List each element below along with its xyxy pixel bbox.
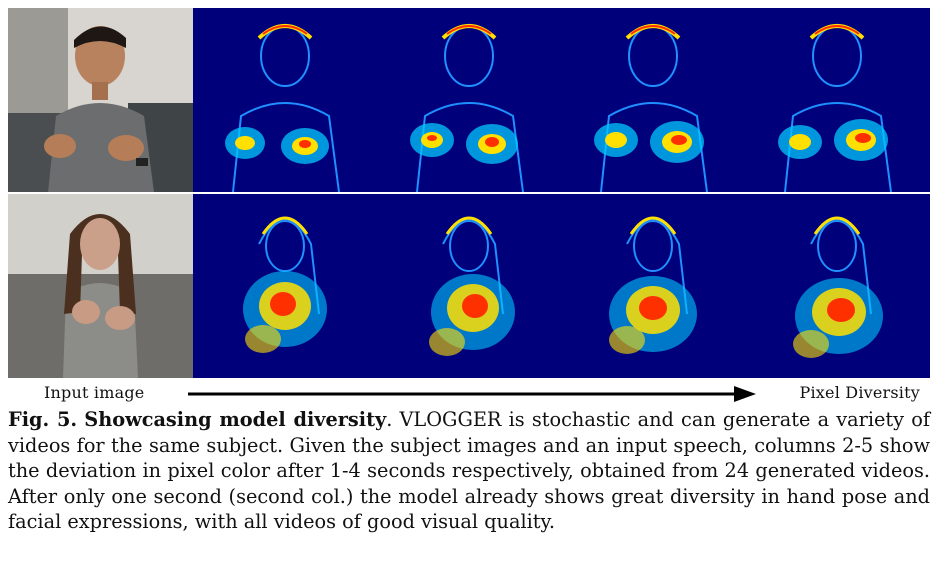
heatmap-man-3s bbox=[561, 8, 745, 192]
input-image-label: Input image bbox=[44, 383, 145, 402]
caption-body: . VLOGGER is stochastic and can generate… bbox=[8, 408, 930, 534]
pixel-diversity-label: Pixel Diversity bbox=[799, 383, 920, 402]
arrow-right-icon bbox=[188, 386, 756, 402]
figure-title: Showcasing model diversity bbox=[84, 408, 387, 431]
heatmap-man-2s bbox=[377, 8, 561, 192]
heatmap-man-4s bbox=[745, 8, 930, 192]
input-photo-woman bbox=[8, 194, 193, 378]
axis-row: Input image Pixel Diversity bbox=[8, 380, 930, 408]
heatmap-woman-3s bbox=[561, 194, 745, 378]
figure-caption: Fig. 5. Showcasing model diversity. VLOG… bbox=[8, 407, 930, 535]
figure-grid bbox=[8, 8, 930, 378]
figure-label: Fig. 5. bbox=[8, 408, 78, 431]
heatmap-woman-2s bbox=[377, 194, 561, 378]
heatmap-woman-1s bbox=[193, 194, 377, 378]
heatmap-man-1s bbox=[193, 8, 377, 192]
input-photo-man bbox=[8, 8, 193, 192]
heatmap-woman-4s bbox=[745, 194, 930, 378]
